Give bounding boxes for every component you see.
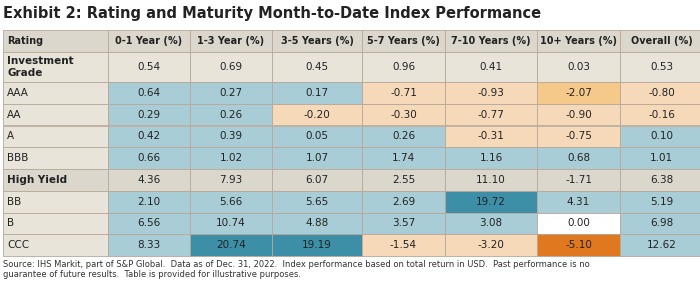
Text: 6.98: 6.98 (650, 218, 673, 228)
Text: 3-5 Years (%): 3-5 Years (%) (281, 36, 354, 46)
Text: AAA: AAA (7, 88, 29, 98)
Text: 0.96: 0.96 (392, 62, 415, 72)
Text: 1.16: 1.16 (480, 153, 503, 163)
Text: 8.33: 8.33 (137, 240, 160, 250)
Text: 1.07: 1.07 (305, 153, 328, 163)
Text: Exhibit 2: Rating and Maturity Month-to-Date Index Performance: Exhibit 2: Rating and Maturity Month-to-… (3, 6, 541, 21)
Text: Investment
Grade: Investment Grade (7, 56, 74, 78)
Text: 6.56: 6.56 (137, 218, 160, 228)
Text: 0.26: 0.26 (219, 110, 243, 119)
Text: 0.00: 0.00 (567, 218, 590, 228)
Text: 7.93: 7.93 (219, 175, 243, 185)
Text: -1.54: -1.54 (390, 240, 417, 250)
Text: 0.41: 0.41 (480, 62, 503, 72)
Text: 0.17: 0.17 (305, 88, 328, 98)
Text: 0.29: 0.29 (137, 110, 160, 119)
Text: 0.10: 0.10 (650, 131, 673, 141)
Text: -0.30: -0.30 (390, 110, 417, 119)
Text: 4.88: 4.88 (305, 218, 328, 228)
Text: 2.55: 2.55 (392, 175, 415, 185)
Text: 0.53: 0.53 (650, 62, 673, 72)
Text: 0.54: 0.54 (137, 62, 160, 72)
Text: 6.38: 6.38 (650, 175, 673, 185)
Text: 0.42: 0.42 (137, 131, 160, 141)
Text: AA: AA (7, 110, 22, 119)
Text: 0.03: 0.03 (567, 62, 590, 72)
Text: -0.75: -0.75 (565, 131, 592, 141)
Text: 0.69: 0.69 (219, 62, 243, 72)
Text: Rating: Rating (7, 36, 43, 46)
Text: 4.36: 4.36 (137, 175, 160, 185)
Text: 11.10: 11.10 (476, 175, 506, 185)
Text: 7-10 Years (%): 7-10 Years (%) (452, 36, 531, 46)
Text: 1-3 Year (%): 1-3 Year (%) (197, 36, 265, 46)
Text: -0.16: -0.16 (648, 110, 675, 119)
Text: 12.62: 12.62 (647, 240, 676, 250)
Text: 0.64: 0.64 (137, 88, 160, 98)
Text: 0.66: 0.66 (137, 153, 160, 163)
Text: Overall (%): Overall (%) (631, 36, 692, 46)
Text: 2.69: 2.69 (392, 197, 415, 207)
Text: -3.20: -3.20 (477, 240, 505, 250)
Text: -0.80: -0.80 (648, 88, 675, 98)
Text: BB: BB (7, 197, 21, 207)
Text: 5.19: 5.19 (650, 197, 673, 207)
Text: 5-7 Years (%): 5-7 Years (%) (367, 36, 440, 46)
Text: 0-1 Year (%): 0-1 Year (%) (116, 36, 183, 46)
Text: BBB: BBB (7, 153, 29, 163)
Text: Source: IHS Markit, part of S&P Global.  Data as of Dec. 31, 2022.  Index perfor: Source: IHS Markit, part of S&P Global. … (3, 260, 589, 280)
Text: 5.66: 5.66 (219, 197, 243, 207)
Text: 2.10: 2.10 (137, 197, 160, 207)
Text: -0.90: -0.90 (565, 110, 592, 119)
Text: 5.65: 5.65 (305, 197, 328, 207)
Text: -0.20: -0.20 (304, 110, 330, 119)
Text: 19.72: 19.72 (476, 197, 506, 207)
Text: High Yield: High Yield (7, 175, 67, 185)
Text: 0.26: 0.26 (392, 131, 415, 141)
Text: 10+ Years (%): 10+ Years (%) (540, 36, 617, 46)
Text: 0.45: 0.45 (305, 62, 328, 72)
Text: CCC: CCC (7, 240, 29, 250)
Text: 0.05: 0.05 (305, 131, 328, 141)
Text: 1.01: 1.01 (650, 153, 673, 163)
Text: -5.10: -5.10 (565, 240, 592, 250)
Text: 3.57: 3.57 (392, 218, 415, 228)
Text: 0.39: 0.39 (219, 131, 243, 141)
Text: -0.71: -0.71 (390, 88, 417, 98)
Text: 3.08: 3.08 (480, 218, 503, 228)
Text: -0.31: -0.31 (477, 131, 505, 141)
Text: 10.74: 10.74 (216, 218, 246, 228)
Text: -2.07: -2.07 (565, 88, 592, 98)
Text: 20.74: 20.74 (216, 240, 246, 250)
Text: 1.02: 1.02 (219, 153, 243, 163)
Text: 19.19: 19.19 (302, 240, 332, 250)
Text: -0.77: -0.77 (477, 110, 505, 119)
Text: B: B (7, 218, 14, 228)
Text: 6.07: 6.07 (305, 175, 328, 185)
Text: A: A (7, 131, 14, 141)
Text: -0.93: -0.93 (477, 88, 505, 98)
Text: 0.68: 0.68 (567, 153, 590, 163)
Text: 4.31: 4.31 (567, 197, 590, 207)
Text: 1.74: 1.74 (392, 153, 415, 163)
Text: 0.27: 0.27 (219, 88, 243, 98)
Text: -1.71: -1.71 (565, 175, 592, 185)
